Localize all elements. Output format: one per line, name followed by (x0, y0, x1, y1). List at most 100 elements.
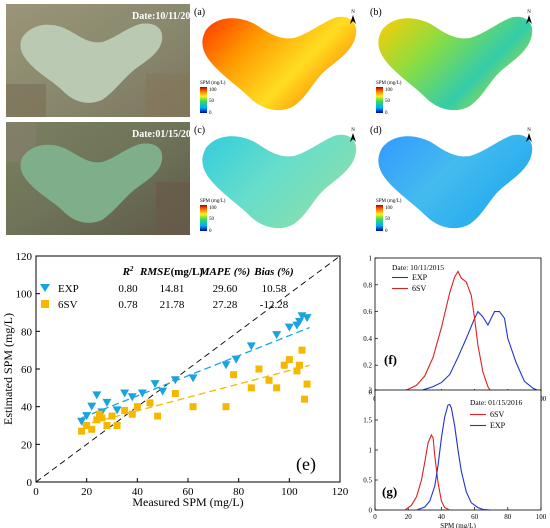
legend-label-6sv: 6SV (490, 410, 504, 419)
data-point-6sv (298, 346, 306, 354)
data-point-6sv (280, 361, 288, 369)
x-axis-label: Measured SPM (mg/L) (132, 495, 243, 509)
stats-value: 0.78 (118, 299, 138, 311)
data-point-exp (188, 374, 198, 383)
data-point-6sv (247, 384, 255, 392)
data-point-6sv (265, 376, 273, 384)
data-point-exp (87, 402, 97, 411)
colorbar-tick: 100 (385, 88, 393, 93)
colorbar-tick: 0 (209, 111, 212, 116)
stats-value: 27.28 (213, 299, 238, 311)
data-point-6sv (273, 384, 281, 392)
colorbar (200, 205, 207, 231)
y-tick-label: 120 (16, 251, 33, 263)
legend-marker-exp (40, 284, 50, 292)
one-to-one-line (35, 255, 341, 483)
data-point-exp (272, 331, 282, 340)
data-point-exp (231, 355, 241, 364)
x-tick-label: 0 (373, 513, 377, 521)
colorbar (200, 87, 207, 113)
data-point-6sv (293, 367, 301, 375)
data-point-6sv (98, 414, 106, 422)
colorbar-tick: 50 (209, 217, 215, 222)
data-point-6sv (146, 399, 154, 407)
data-point-6sv (255, 365, 263, 373)
data-point-exp (137, 389, 147, 398)
panel-label: (a) (194, 7, 205, 18)
data-point-exp (294, 317, 304, 326)
colorbar-tick: 50 (209, 99, 215, 104)
fit-line-exp (81, 326, 310, 419)
photo-2015: Date:10/11/2015 (6, 4, 200, 117)
colorbar-tick: 100 (209, 206, 217, 211)
superscript: 2 (129, 265, 134, 273)
photo-2016: Date:01/15/2016 (6, 122, 201, 235)
series-line-exp (416, 403, 492, 511)
x-tick-label: 80 (504, 513, 512, 521)
data-point-exp (102, 398, 112, 407)
legend-label-6sv: 6SV (58, 299, 78, 311)
data-point-exp (284, 323, 294, 332)
y-tick-label: 60 (21, 364, 33, 376)
data-point-6sv (95, 410, 103, 418)
spm-map: (d) N SPM (mg/L) 100 50 0 (368, 122, 542, 235)
scatter-panel-e: 0 20 40 60 80 100 120 0 20 40 60 80 100 120 Measured S… (1, 251, 349, 509)
x-tick-label: 20 (405, 513, 413, 521)
legend-label-exp: EXP (58, 283, 79, 295)
colorbar-tick: 0 (385, 229, 388, 234)
stats-header-rmse: RMSE(mg/L) (139, 266, 203, 278)
data-point-exp (120, 389, 130, 398)
photo-date-label: Date:10/11/2015 (132, 11, 200, 22)
data-point-6sv (171, 389, 179, 397)
data-point-6sv (88, 425, 96, 433)
stats-header-rmse-unit: (mg/L) (171, 266, 204, 278)
data-point-6sv (189, 403, 197, 411)
data-point-exp (150, 380, 160, 389)
stats-value: 21.78 (160, 299, 185, 311)
y-tick-label: 100 (16, 289, 33, 301)
north-arrow-icon (526, 133, 532, 142)
data-point-6sv (301, 395, 309, 403)
panel-label: (c) (194, 125, 205, 136)
y-tick-label: 1.5 (363, 417, 372, 425)
y-tick-label: 80 (21, 326, 33, 338)
data-point-6sv (154, 412, 162, 420)
y-tick-label: 0.4 (363, 335, 372, 343)
spm-map: (b) N SPM (mg/L) 100 50 0 (368, 4, 542, 117)
y-tick-label: 1 (369, 447, 373, 455)
spm-map: (a) N SPM (mg/L) 100 50 0 (192, 4, 366, 117)
data-point-6sv (295, 361, 303, 369)
x-tick-label: 20 (81, 486, 93, 498)
north-label: N (351, 10, 355, 15)
legend-title: SPM (mg/L) (376, 199, 402, 204)
x-tick-label: 100 (536, 513, 547, 521)
data-point-6sv (78, 427, 86, 435)
stats-value: 29.60 (213, 283, 238, 295)
fit-line-6sv (81, 364, 310, 427)
x-tick-label: 60 (183, 486, 195, 498)
x-tick-label: 120 (332, 486, 349, 498)
north-arrow-icon (350, 133, 356, 142)
x-tick-label: 100 (281, 486, 298, 498)
series-line-6sv (404, 433, 450, 511)
data-point-exp (302, 314, 312, 323)
stats-value: 0.80 (118, 283, 138, 295)
chart-title: Date: 01/15/2016 (470, 398, 523, 407)
data-point-6sv (121, 406, 129, 414)
y-tick-label: 2 (369, 387, 373, 395)
x-axis-label: SPM (mg/L) (440, 522, 476, 528)
data-point-6sv (133, 403, 141, 411)
y-tick-label: 1 (369, 255, 373, 263)
x-tick-label: 60 (471, 513, 479, 521)
data-point-6sv (222, 403, 230, 411)
colorbar-tick: 100 (209, 88, 217, 93)
data-point-6sv (285, 356, 293, 364)
legend-label-6sv: 6SV (412, 284, 426, 293)
series-line-exp (416, 310, 542, 393)
stats-value: 14.81 (160, 283, 185, 295)
north-arrow-icon (350, 15, 356, 24)
data-point-6sv (113, 422, 121, 429)
legend-marker-6sv (41, 300, 49, 308)
legend-title: SPM (mg/L) (200, 81, 226, 86)
